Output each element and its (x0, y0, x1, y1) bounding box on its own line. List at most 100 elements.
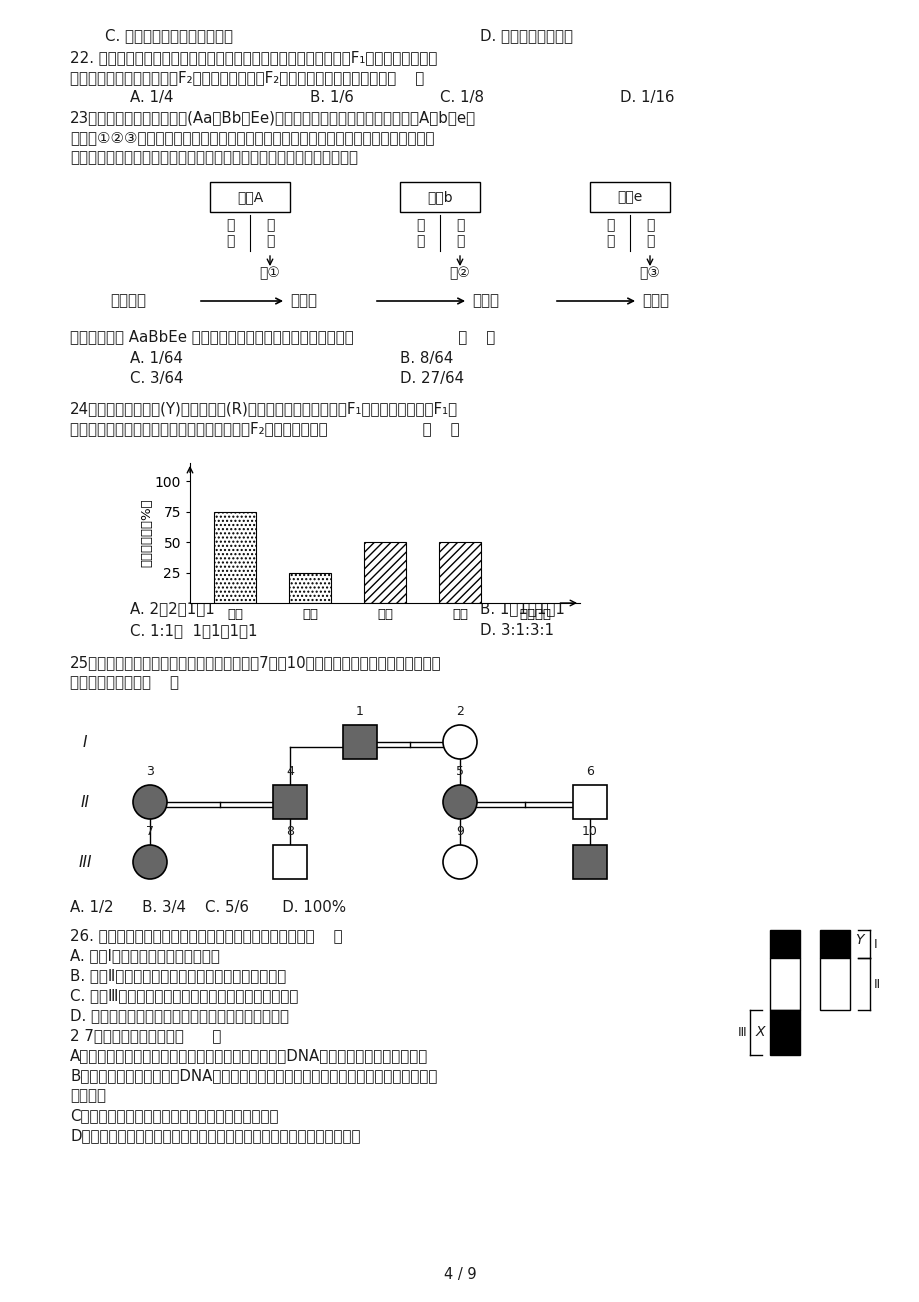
Text: 制: 制 (415, 234, 424, 247)
Y-axis label: 性状数量比（%）: 性状数量比（%） (140, 499, 153, 568)
Bar (769, 930, 800, 958)
Text: 24、豌豆子叶的黄色(Y)、圆粒种子(R)均为显性，两亲本杂交的F₁表现型如下图。让F₁中: 24、豌豆子叶的黄色(Y)、圆粒种子(R)均为显性，两亲本杂交的F₁表现型如下图… (70, 401, 458, 417)
Text: 所有黄色圆粒豌豆植株与绿色皱粒豌豆杂交，F₂的性状分离比为                    （    ）: 所有黄色圆粒豌豆植株与绿色皱粒豌豆杂交，F₂的性状分离比为 （ ） (70, 421, 460, 436)
Text: 7: 7 (146, 825, 153, 838)
Text: 基因b: 基因b (426, 190, 452, 204)
Bar (573, 785, 607, 819)
Text: D. 3:1:3:1: D. 3:1:3:1 (480, 622, 553, 638)
Text: 黑色素: 黑色素 (641, 293, 668, 309)
Bar (573, 845, 607, 879)
Text: 物质乙: 物质乙 (471, 293, 498, 309)
Text: 4 / 9: 4 / 9 (443, 1267, 476, 1281)
Bar (819, 930, 849, 958)
Bar (364, 542, 405, 603)
Text: 2: 2 (456, 704, 463, 717)
Text: B. 1/6: B. 1/6 (310, 90, 354, 105)
Text: 出现该病的概率为（    ）: 出现该病的概率为（ ） (70, 674, 179, 690)
Text: 锈病的植株后，再自交获得F₂，从理论上计算，F₂中不抗锈病的植株占总数的（    ）: 锈病的植株后，再自交获得F₂，从理论上计算，F₂中不抗锈病的植株占总数的（ ） (70, 70, 424, 85)
Text: B. 8/64: B. 8/64 (400, 352, 453, 366)
Text: 9: 9 (456, 825, 463, 838)
Text: C、老年人头发变白和白化病都是由细胞衰老引起的: C、老年人头发变白和白化病都是由细胞衰老引起的 (70, 1108, 278, 1124)
Text: D. 27/64: D. 27/64 (400, 371, 463, 385)
Text: 26. 如图是人体性染色体的模式图。下列叙述不正确的是（    ）: 26. 如图是人体性染色体的模式图。下列叙述不正确的是（ ） (70, 928, 342, 943)
Circle shape (133, 845, 167, 879)
Bar (819, 958, 849, 1010)
Text: 合: 合 (266, 217, 274, 232)
Bar (439, 542, 480, 603)
Text: A. 1/64: A. 1/64 (130, 352, 183, 366)
Text: 5: 5 (456, 766, 463, 779)
Text: X: X (754, 1026, 765, 1039)
Bar (769, 958, 800, 1010)
Text: 酶②: 酶② (449, 266, 470, 280)
Text: 酶③: 酶③ (639, 266, 660, 280)
Bar (343, 725, 377, 759)
Text: 物质甲: 物质甲 (289, 293, 317, 309)
Text: A. 1/4: A. 1/4 (130, 90, 174, 105)
Bar (273, 845, 307, 879)
Text: 8: 8 (286, 825, 294, 838)
Text: C. 位于Ⅲ区的致病基因，在体细胞中也可能有等位基因: C. 位于Ⅲ区的致病基因，在体细胞中也可能有等位基因 (70, 988, 298, 1003)
Text: 25、下图为某单基因遗传病的系谱图，若图中7号与10号个体近亲婚配，他们生一个孩子: 25、下图为某单基因遗传病的系谱图，若图中7号与10号个体近亲婚配，他们生一个孩… (70, 655, 441, 671)
Text: 制: 制 (605, 234, 614, 247)
Text: 4: 4 (286, 766, 293, 779)
Text: 22. 已知小麦抗锈病是由显性基因控制的，让一株杂合小麦自交获得F₁，淘汰掉其中不抗: 22. 已知小麦抗锈病是由显性基因控制的，让一株杂合小麦自交获得F₁，淘汰掉其中… (70, 49, 437, 65)
Text: 1: 1 (356, 704, 364, 717)
Text: 合: 合 (455, 217, 464, 232)
Text: III: III (78, 854, 92, 870)
Circle shape (443, 725, 476, 759)
Text: 无色物质: 无色物质 (110, 293, 146, 309)
Text: D、细胞分化的实质是在不同的组织细胞内被执行的遗传信息是不同的。: D、细胞分化的实质是在不同的组织细胞内被执行的遗传信息是不同的。 (70, 1128, 360, 1143)
Text: 酶①: 酶① (259, 266, 280, 280)
Text: 素。假设该生物体内黑色素的合成必须由无色物质转化而来，如图所示：: 素。假设该生物体内黑色素的合成必须由无色物质转化而来，如图所示： (70, 150, 357, 165)
Text: C. 脱氧核苷酸的排列顺序不同: C. 脱氧核苷酸的排列顺序不同 (105, 29, 233, 43)
Text: C. 3/64: C. 3/64 (130, 371, 183, 385)
Text: D. 个体发育过程不同: D. 个体发育过程不同 (480, 29, 573, 43)
Text: C. 1/8: C. 1/8 (439, 90, 483, 105)
Text: 成: 成 (266, 234, 274, 247)
Text: 10: 10 (582, 825, 597, 838)
Text: C. 1:1或  1：1：1：1: C. 1:1或 1：1：1：1 (130, 622, 257, 638)
Bar (273, 785, 307, 819)
Text: D. 1/16: D. 1/16 (619, 90, 674, 105)
Text: 3: 3 (146, 766, 153, 779)
Text: 基因e: 基因e (617, 190, 642, 204)
Text: 2 7、下列说法正确的是（      ）: 2 7、下列说法正确的是（ ） (70, 1029, 221, 1043)
Text: A. 2：2：1：1: A. 2：2：1：1 (130, 602, 214, 616)
Text: 6: 6 (585, 766, 594, 779)
Bar (400, 182, 480, 212)
Bar (210, 182, 289, 212)
Text: 制: 制 (225, 234, 234, 247)
Text: 控: 控 (415, 217, 424, 232)
Text: 别控制①②③三种酶的合成，在三种酶的催化下可使一种无色物质经一系列转化变为黑色: 别控制①②③三种酶的合成，在三种酶的催化下可使一种无色物质经一系列转化变为黑色 (70, 130, 434, 145)
Text: 成: 成 (455, 234, 464, 247)
Bar (289, 573, 330, 603)
Text: I: I (83, 734, 87, 750)
Text: 无丝分裂: 无丝分裂 (70, 1088, 106, 1103)
Text: B. 位于Ⅱ区基因在遗传时，后代男女性状的表现一致: B. 位于Ⅱ区基因在遗传时，后代男女性状的表现一致 (70, 967, 286, 983)
Text: Ⅰ: Ⅰ (873, 937, 877, 950)
Text: B. 1：1：1：1: B. 1：1：1：1 (480, 602, 564, 616)
Bar (589, 182, 669, 212)
Circle shape (443, 845, 476, 879)
Text: A、真核细胞有丝分裂间期细胞核内的主要变化是完成DNA的复制和有关蛋白质的合成: A、真核细胞有丝分裂间期细胞核内的主要变化是完成DNA的复制和有关蛋白质的合成 (70, 1048, 427, 1062)
Text: Ⅲ: Ⅲ (736, 1026, 745, 1039)
Text: Ⅱ: Ⅱ (873, 978, 879, 991)
Text: 成: 成 (645, 234, 653, 247)
Text: 基因A: 基因A (236, 190, 263, 204)
Circle shape (133, 785, 167, 819)
Text: A. 位于Ⅰ区基因的遗传只与男性相关: A. 位于Ⅰ区基因的遗传只与男性相关 (70, 948, 220, 963)
Bar (769, 1010, 800, 1055)
Text: B、细菌细胞分裂过程中有DNA的复制，但没有纺锤丝的出现和染色体的变化，因此属于: B、细菌细胞分裂过程中有DNA的复制，但没有纺锤丝的出现和染色体的变化，因此属于 (70, 1068, 437, 1083)
Text: A. 1/2      B. 3/4    C. 5/6       D. 100%: A. 1/2 B. 3/4 C. 5/6 D. 100% (70, 900, 346, 915)
Text: 合: 合 (645, 217, 653, 232)
Text: D. 性染色体既存在于生殖细胞中，也存在于体细胞中: D. 性染色体既存在于生殖细胞中，也存在于体细胞中 (70, 1008, 289, 1023)
Text: 控: 控 (225, 217, 234, 232)
Text: 现有基因型为 AaBbEe 的两个亲本杂交，出现黑色子代的概率为                      （    ）: 现有基因型为 AaBbEe 的两个亲本杂交，出现黑色子代的概率为 （ ） (70, 329, 494, 344)
Text: Y: Y (854, 934, 863, 947)
Text: 控: 控 (605, 217, 614, 232)
Circle shape (443, 785, 476, 819)
Text: II: II (81, 794, 89, 810)
Bar (214, 512, 255, 603)
Text: 23、某生物的三对等位基因(Aa、Bb、Ee)分别位于三对同源染色体上，且基因A、b、e分: 23、某生物的三对等位基因(Aa、Bb、Ee)分别位于三对同源染色体上，且基因A… (70, 109, 476, 125)
